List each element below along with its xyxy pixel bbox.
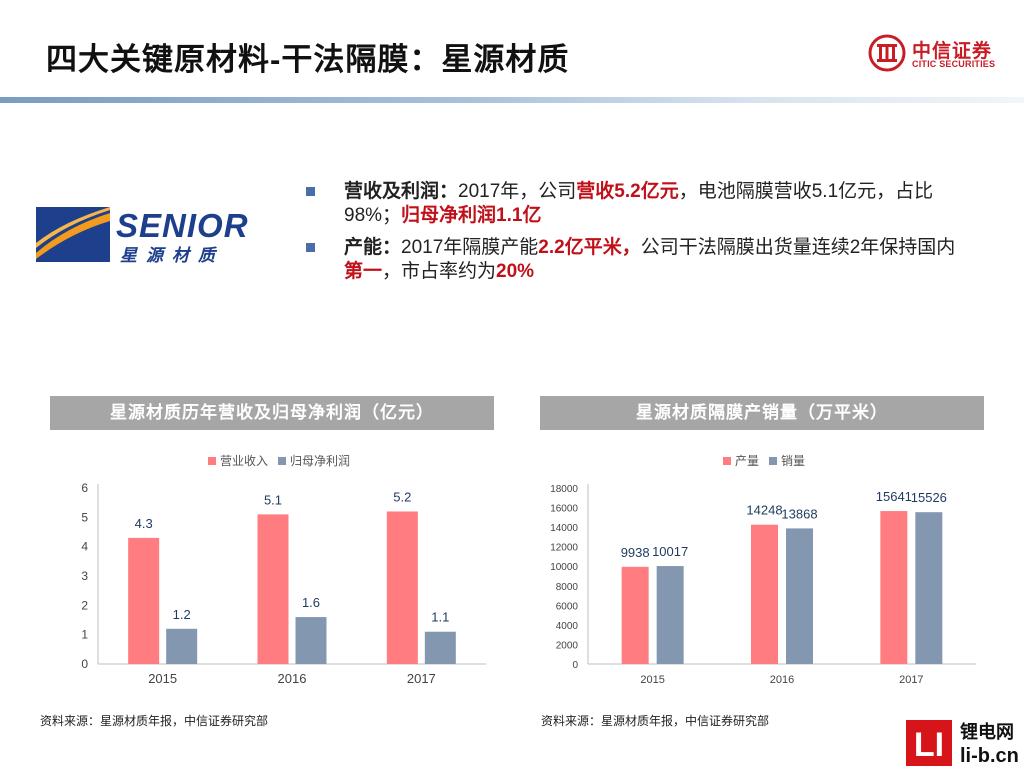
y-tick-label: 10000 (550, 562, 578, 573)
bar (424, 631, 456, 664)
data-label: 13868 (781, 506, 817, 521)
y-tick-label: 5 (81, 510, 88, 524)
bullet-highlight: 归母净利润1.1亿 (401, 205, 542, 226)
y-tick-label: 4 (81, 540, 88, 554)
y-tick-label: 14000 (550, 523, 578, 534)
legend-label: 营业收入 (220, 454, 268, 468)
bar (786, 528, 813, 664)
bullet-label: 产能： (344, 237, 402, 258)
bullet-label: 营收及利润： (344, 181, 459, 202)
y-tick-label: 16000 (550, 504, 578, 515)
production-sales-chart-plot: 产量 销量 0 2000 4000 6000 8000 10000 12000 14000 1600… (550, 454, 976, 686)
bar (751, 524, 778, 664)
li-b-logo-mark: LI (914, 726, 944, 764)
bullet-marker-icon (306, 187, 315, 196)
citic-logo-cn: 中信证券 (912, 41, 993, 62)
y-tick-label: 12000 (550, 543, 578, 554)
bar (257, 514, 289, 664)
legend-swatch (208, 457, 216, 465)
page-title: 四大关键原材料-干法隔膜：星源材质 (46, 42, 570, 77)
bar (621, 566, 649, 664)
li-b-logo-url: li-b.cn (960, 745, 1019, 767)
y-tick-label: 4000 (556, 621, 579, 632)
data-label: 14248 (746, 503, 782, 518)
data-label: 15641 (876, 489, 912, 504)
x-tick-label: 2016 (278, 671, 307, 686)
bullet-highlight: 2.2亿平米， (538, 237, 641, 258)
li-b-logo-icon: LI 锂电网 li-b.cn (906, 720, 1019, 767)
data-label: 5.2 (393, 489, 411, 504)
y-tick-label: 2000 (556, 640, 579, 651)
senior-swoosh-icon (36, 207, 110, 262)
x-tick-label: 2016 (770, 674, 794, 686)
revenue-profit-chart-plot: 营业收入 归母净利润 0 1 2 3 4 5 6 4.3 1.2 2015 5.1 1.6 2016 5.2 1… (81, 454, 486, 686)
legend-label: 产量 (735, 454, 759, 468)
bar (295, 617, 327, 664)
data-label: 1.2 (173, 607, 191, 622)
legend-swatch (278, 457, 286, 465)
legend-label: 归母净利润 (290, 454, 350, 468)
data-label: 5.1 (264, 492, 282, 507)
source-note-right: 资料来源：星源材质年报，中信证券研究部 (541, 714, 770, 728)
bullet-text: ，电池隔膜营收5.1亿元，占比98%； (344, 181, 934, 226)
bullet-capacity: 产能：2017年隔膜产能2.2亿平米，公司干法隔膜出货量连续2年保持国内第一，市… (304, 236, 964, 284)
citic-emblem-icon (868, 34, 906, 72)
data-label: 1.1 (431, 610, 449, 625)
bullet-list: 营收及利润：2017年，公司营收5.2亿元，电池隔膜营收5.1亿元，占比98%；… (304, 180, 964, 292)
citic-logo-en: CITIC SECURITIES (912, 59, 996, 69)
bullet-highlight: 营收5.2亿元 (576, 181, 679, 202)
y-tick-label: 18000 (550, 484, 578, 495)
legend-swatch (769, 457, 777, 465)
y-tick-label: 1 (81, 628, 88, 642)
revenue-profit-chart: 星源材质历年营收及归母净利润（亿元） 营业收入 归母净利润 0 1 2 3 4 5 6 4.3 1.… (50, 396, 494, 696)
bullet-text: 公司干法隔膜出货量连续2年保持国内 (640, 237, 956, 258)
senior-cn-name: 星源材质 (120, 246, 224, 265)
bullet-highlight: 20% (496, 261, 535, 282)
bar (166, 628, 198, 664)
x-tick-label: 2017 (899, 674, 923, 686)
data-label: 15526 (911, 490, 947, 505)
data-label: 4.3 (135, 516, 153, 531)
bar (128, 537, 160, 664)
y-tick-label: 0 (81, 657, 88, 671)
bullet-text: 2017年隔膜产能 (401, 237, 539, 258)
header-divider (0, 97, 1024, 103)
y-tick-label: 6 (81, 481, 88, 495)
source-note-left: 资料来源：星源材质年报，中信证券研究部 (40, 714, 269, 728)
bullet-text: 2017年，公司 (458, 181, 577, 202)
bullet-highlight: 第一 (344, 261, 383, 282)
li-b-logo-cn: 锂电网 (960, 721, 1014, 743)
y-tick-label: 3 (81, 569, 88, 583)
x-tick-label: 2015 (640, 674, 664, 686)
data-label: 10017 (652, 544, 688, 559)
data-label: 1.6 (302, 595, 320, 610)
production-sales-chart: 星源材质隔膜产销量（万平米） 产量 销量 0 2000 4000 6000 8000 1000… (540, 396, 984, 696)
data-label: 9938 (621, 545, 650, 560)
y-tick-label: 6000 (556, 601, 579, 612)
x-tick-label: 2015 (148, 671, 177, 686)
y-tick-label: 2 (81, 598, 88, 612)
bullet-text: ，市占率约为 (382, 261, 497, 282)
bar (386, 511, 418, 664)
bar (656, 566, 684, 664)
legend-swatch (723, 457, 731, 465)
y-tick-label: 0 (572, 660, 578, 671)
legend-label: 销量 (781, 454, 805, 468)
li-b-watermark-logo: LI 锂电网 li-b.cn (906, 716, 1024, 768)
header: 四大关键原材料-干法隔膜：星源材质 中信证券 CITIC SECURITIES (0, 0, 1024, 100)
chart-title: 星源材质隔膜产销量（万平米） (540, 396, 984, 430)
x-tick-label: 2017 (407, 671, 436, 686)
citic-logo: 中信证券 CITIC SECURITIES (868, 32, 1008, 76)
bar (915, 512, 943, 664)
bar (880, 511, 908, 664)
bullet-revenue: 营收及利润：2017年，公司营收5.2亿元，电池隔膜营收5.1亿元，占比98%；… (304, 180, 964, 228)
y-tick-label: 8000 (556, 582, 579, 593)
senior-wordmark: SENIOR (116, 207, 249, 244)
senior-logo: SENIOR 星源材质 (36, 207, 256, 265)
chart-title: 星源材质历年营收及归母净利润（亿元） (50, 396, 494, 430)
bullet-marker-icon (306, 243, 315, 252)
